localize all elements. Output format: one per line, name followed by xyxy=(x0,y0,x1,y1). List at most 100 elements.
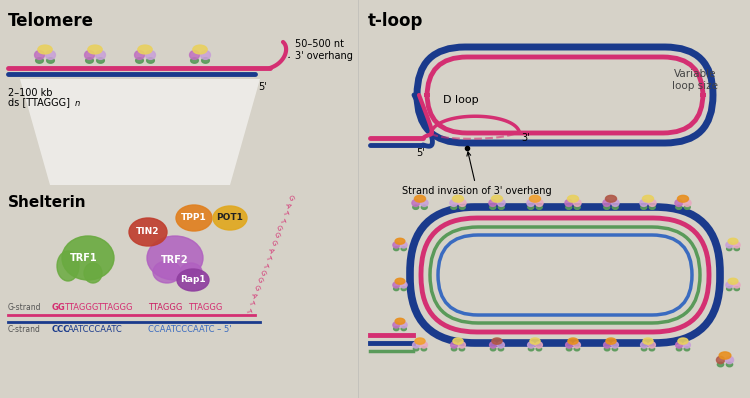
Ellipse shape xyxy=(650,347,655,351)
Ellipse shape xyxy=(491,195,502,202)
Ellipse shape xyxy=(612,347,618,351)
Ellipse shape xyxy=(34,51,44,59)
Ellipse shape xyxy=(146,51,155,59)
Ellipse shape xyxy=(450,200,458,207)
Ellipse shape xyxy=(678,338,688,344)
Ellipse shape xyxy=(395,238,405,244)
Text: A: A xyxy=(267,247,274,253)
Ellipse shape xyxy=(36,58,44,63)
Text: 5': 5' xyxy=(417,148,425,158)
Ellipse shape xyxy=(88,45,102,54)
Ellipse shape xyxy=(46,51,56,59)
Ellipse shape xyxy=(677,195,688,202)
Ellipse shape xyxy=(676,342,682,348)
Ellipse shape xyxy=(95,51,106,59)
Ellipse shape xyxy=(574,347,580,351)
Ellipse shape xyxy=(393,322,400,328)
Ellipse shape xyxy=(46,58,54,63)
Ellipse shape xyxy=(725,356,734,364)
Ellipse shape xyxy=(536,342,542,348)
Text: 5': 5' xyxy=(258,82,267,92)
Ellipse shape xyxy=(536,205,542,209)
Ellipse shape xyxy=(727,247,732,251)
Ellipse shape xyxy=(97,58,104,63)
Ellipse shape xyxy=(400,322,407,328)
Ellipse shape xyxy=(683,200,691,207)
Ellipse shape xyxy=(202,58,209,63)
Ellipse shape xyxy=(177,269,209,291)
Ellipse shape xyxy=(458,342,466,348)
Ellipse shape xyxy=(566,342,572,348)
Ellipse shape xyxy=(413,347,419,351)
Ellipse shape xyxy=(180,263,202,281)
Text: CCAATCCCAATC – 5': CCAATCCCAATC – 5' xyxy=(148,325,232,334)
Text: Variable
loop size: Variable loop size xyxy=(672,69,718,91)
Ellipse shape xyxy=(612,205,618,209)
Ellipse shape xyxy=(458,200,466,207)
Ellipse shape xyxy=(138,45,152,54)
Ellipse shape xyxy=(684,205,690,209)
Ellipse shape xyxy=(452,347,457,351)
Text: Rap1: Rap1 xyxy=(180,275,206,285)
Ellipse shape xyxy=(734,287,740,291)
Ellipse shape xyxy=(147,58,154,63)
Ellipse shape xyxy=(734,282,740,288)
Ellipse shape xyxy=(395,278,405,284)
Text: T: T xyxy=(280,209,288,216)
Text: T: T xyxy=(248,299,254,306)
Ellipse shape xyxy=(611,200,619,207)
Text: G: G xyxy=(286,194,294,201)
Ellipse shape xyxy=(726,362,733,367)
Ellipse shape xyxy=(136,58,143,63)
Ellipse shape xyxy=(415,338,425,344)
Ellipse shape xyxy=(566,205,572,209)
Text: Strand invasion of 3' overhang: Strand invasion of 3' overhang xyxy=(402,152,552,196)
Ellipse shape xyxy=(153,261,181,283)
Ellipse shape xyxy=(728,278,738,284)
Ellipse shape xyxy=(728,238,738,244)
Text: G: G xyxy=(272,231,280,239)
Text: 3': 3' xyxy=(521,133,530,143)
Ellipse shape xyxy=(606,338,616,344)
Text: TIN2: TIN2 xyxy=(136,228,160,236)
Text: POT1: POT1 xyxy=(217,213,244,222)
Ellipse shape xyxy=(536,200,543,207)
Ellipse shape xyxy=(394,287,399,291)
Text: t-loop: t-loop xyxy=(368,12,423,30)
Text: A: A xyxy=(250,292,257,298)
Ellipse shape xyxy=(605,195,616,202)
Ellipse shape xyxy=(497,200,505,207)
Ellipse shape xyxy=(727,287,732,291)
Ellipse shape xyxy=(421,342,428,348)
Text: GG: GG xyxy=(52,303,66,312)
Ellipse shape xyxy=(640,200,647,207)
Text: TRF1: TRF1 xyxy=(70,253,98,263)
Ellipse shape xyxy=(530,338,540,344)
Ellipse shape xyxy=(649,200,656,207)
Ellipse shape xyxy=(734,242,740,248)
Ellipse shape xyxy=(611,342,619,348)
Ellipse shape xyxy=(717,362,724,367)
Ellipse shape xyxy=(413,205,419,209)
Ellipse shape xyxy=(459,205,465,209)
Ellipse shape xyxy=(568,338,578,344)
Ellipse shape xyxy=(412,200,419,207)
Text: A: A xyxy=(284,202,291,208)
Ellipse shape xyxy=(84,263,102,283)
Ellipse shape xyxy=(726,282,733,288)
Ellipse shape xyxy=(401,287,406,291)
Ellipse shape xyxy=(490,342,496,348)
Ellipse shape xyxy=(415,195,425,202)
Ellipse shape xyxy=(604,205,610,209)
Ellipse shape xyxy=(604,342,610,348)
Ellipse shape xyxy=(422,347,427,351)
Ellipse shape xyxy=(193,45,207,54)
Ellipse shape xyxy=(492,338,502,344)
Text: G-strand: G-strand xyxy=(8,303,41,312)
Ellipse shape xyxy=(643,338,653,344)
Text: TRF2: TRF2 xyxy=(161,255,189,265)
Text: D loop: D loop xyxy=(443,95,478,105)
Text: 50–500 nt
3' overhang: 50–500 nt 3' overhang xyxy=(289,39,352,61)
Ellipse shape xyxy=(401,327,406,331)
Ellipse shape xyxy=(497,342,505,348)
